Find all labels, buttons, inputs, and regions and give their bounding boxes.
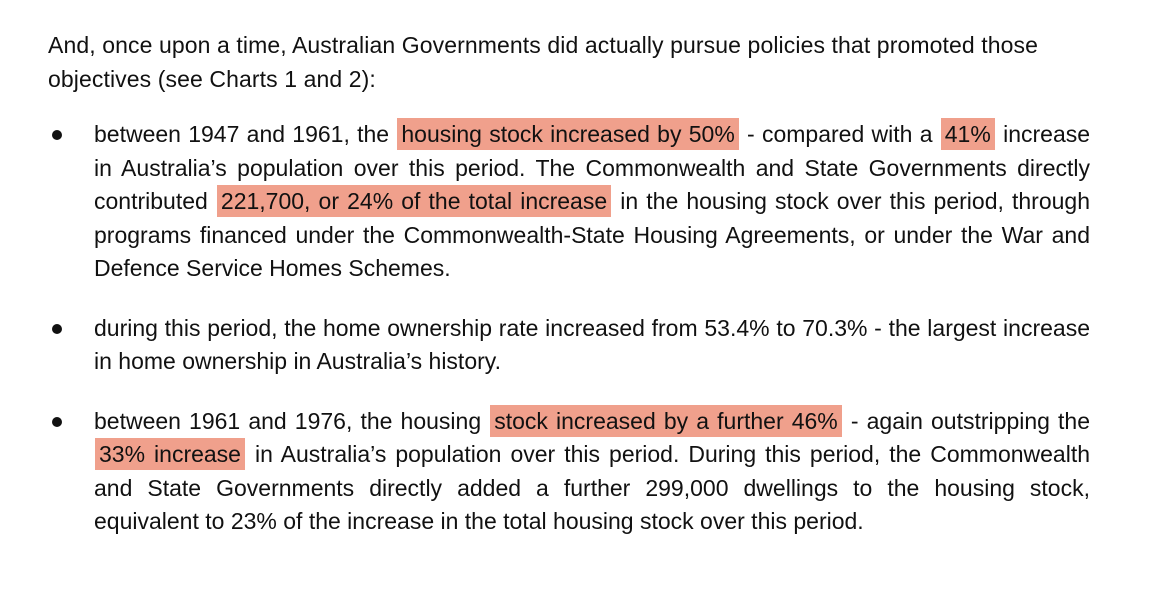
- bullet-text: - compared with a: [747, 121, 933, 147]
- bullet-text: in the housing stock over this period, t…: [94, 188, 1090, 281]
- bullet-dot-icon: [52, 130, 62, 140]
- bullet-text: between 1947 and 1961, the: [94, 121, 390, 147]
- document-body: And, once upon a time, Australian Govern…: [48, 28, 1090, 565]
- highlight-housing-stock-50: housing stock increased by 50%: [397, 118, 739, 150]
- bullet-text: increase in Australia’s population over …: [94, 121, 1091, 214]
- highlight-population-41: 41%: [940, 118, 995, 150]
- bullet-item-1947-1961: between 1947 and 1961, the housing stock…: [48, 118, 1090, 286]
- highlight-221700-contribution: 221,700, or 24% of the total increase: [216, 185, 612, 217]
- bullet-text: in Australia’s population over this peri…: [94, 441, 1091, 534]
- bullet-list: between 1947 and 1961, the housing stock…: [48, 118, 1090, 539]
- bullet-text: during this period, the home ownership r…: [94, 314, 1090, 375]
- bullet-item-home-ownership: during this period, the home ownership r…: [48, 312, 1090, 379]
- intro-paragraph: And, once upon a time, Australian Govern…: [48, 32, 1039, 92]
- bullet-dot-icon: [52, 323, 62, 334]
- bullet-text: - again outstripping the: [850, 407, 1091, 434]
- bullet-dot-icon: [52, 416, 62, 427]
- bullet-text: between 1961 and 1976, the housing: [94, 407, 482, 434]
- bullet-item-1961-1976: between 1961 and 1976, the housing stock…: [48, 404, 1091, 539]
- highlight-population-33: 33% increase: [95, 438, 245, 470]
- highlight-stock-46: stock increased by a further 46%: [490, 404, 842, 437]
